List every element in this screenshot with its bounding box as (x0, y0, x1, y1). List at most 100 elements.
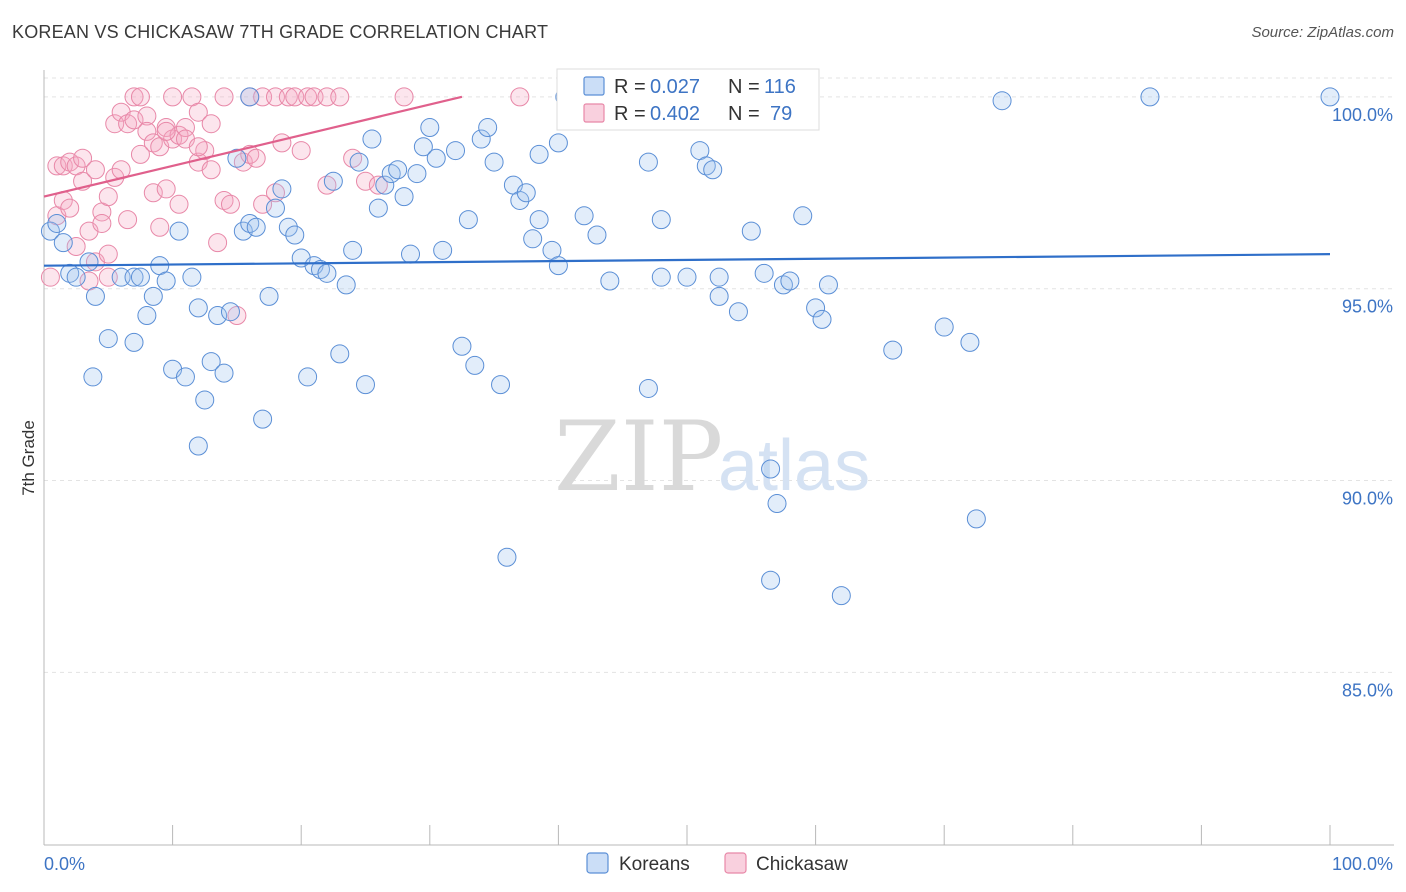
chickasaw-point (201, 160, 221, 180)
korean-point (394, 187, 414, 207)
korean-point (812, 309, 832, 329)
chickasaw-point (394, 87, 414, 107)
chickasaw-point (137, 121, 157, 141)
bottom-legend-swatch-koreans (586, 852, 609, 874)
korean-point (375, 175, 395, 195)
chickasaw-point (98, 244, 118, 264)
legend-r-label-chickasaw: R = (614, 103, 646, 125)
korean-point (497, 547, 517, 567)
korean-point (709, 286, 729, 306)
chickasaw-point (188, 102, 208, 122)
chickasaw-point (130, 144, 150, 164)
y-tick-label: 100.0% (1332, 105, 1393, 125)
legend-r-value-koreans: 0.027 (650, 76, 700, 98)
korean-point (188, 436, 208, 456)
korean-point (420, 118, 440, 138)
chickasaw-point (208, 233, 228, 253)
watermark-zip: ZIP (554, 401, 723, 513)
korean-point (587, 225, 607, 245)
chickasaw-point (156, 179, 176, 199)
bottom-legend-label-koreans: Koreans (619, 854, 690, 875)
legend-r-value-chickasaw: 0.402 (650, 103, 700, 125)
korean-point (98, 329, 118, 349)
korean-point (793, 206, 813, 226)
chickasaw-point (272, 133, 292, 153)
korean-point (317, 263, 337, 283)
korean-point (201, 352, 221, 372)
korean-point (516, 183, 536, 203)
korean-point (278, 217, 298, 237)
y-tick-label: 95.0% (1342, 297, 1393, 317)
series-chickasaw (40, 87, 530, 326)
korean-point (175, 367, 195, 387)
chickasaw-point (137, 106, 157, 126)
korean-point (741, 221, 761, 241)
korean-point (85, 286, 105, 306)
chickasaw-point (124, 110, 144, 130)
korean-point (677, 267, 697, 287)
korean-point (600, 271, 620, 291)
y-tick-labels: 100.0% 95.0% 90.0% 85.0% (1332, 105, 1393, 700)
korean-point (323, 171, 343, 191)
korean-point (169, 221, 189, 241)
bottom-legend: Koreans Chickasaw (586, 852, 848, 875)
korean-point (143, 286, 163, 306)
korean-point (446, 141, 466, 161)
korean-point (548, 133, 568, 153)
chickasaw-point (124, 87, 144, 107)
x-ticks (43, 825, 1331, 845)
korean-point (66, 267, 86, 287)
korean-point (651, 267, 671, 287)
trend-line-koreans (43, 253, 1331, 267)
korean-point (246, 217, 266, 237)
korean-point (548, 256, 568, 276)
korean-point (40, 221, 60, 241)
source-label: Source: ZipAtlas.com (1251, 24, 1394, 41)
korean-point (471, 129, 491, 149)
korean-point (368, 198, 388, 218)
korean-point (465, 355, 485, 375)
legend-swatch-koreans (583, 76, 605, 96)
chickasaw-point (98, 187, 118, 207)
korean-point (458, 210, 478, 230)
korean-point (780, 271, 800, 291)
korean-point (484, 152, 504, 172)
chickasaw-point (130, 87, 150, 107)
chickasaw-point (169, 194, 189, 214)
korean-point (992, 91, 1012, 111)
korean-point (960, 332, 980, 352)
korean-point (240, 87, 260, 107)
korean-point (407, 164, 427, 184)
chickasaw-point (73, 148, 93, 168)
bottom-legend-label-chickasaw: Chickasaw (756, 854, 848, 875)
korean-point (523, 229, 543, 249)
korean-point (362, 129, 382, 149)
korean-point (529, 210, 549, 230)
korean-point (253, 409, 273, 429)
chickasaw-point (163, 87, 183, 107)
korean-point (220, 302, 240, 322)
korean-point (79, 252, 99, 272)
korean-point (336, 275, 356, 295)
korean-point (818, 275, 838, 295)
chickasaw-point (201, 114, 221, 134)
bottom-legend-swatch-chickasaw (724, 852, 747, 874)
korean-point (966, 509, 986, 529)
korean-point (728, 302, 748, 322)
chickasaw-point (510, 87, 530, 107)
korean-point (1140, 87, 1160, 107)
chickasaw-point (156, 121, 176, 141)
korean-point (53, 233, 73, 253)
watermark-atlas: atlas (718, 426, 870, 506)
korean-point (754, 263, 774, 283)
korean-point (767, 494, 787, 514)
korean-point (831, 586, 851, 606)
korean-point (883, 340, 903, 360)
chickasaw-point (60, 198, 80, 218)
korean-point (349, 152, 369, 172)
korean-point (806, 298, 826, 318)
y-axis-title: 7th Grade (19, 420, 38, 496)
chickasaw-point (47, 156, 67, 176)
legend-box: R = 0.027 N = 116 R = 0.402 N = 79 (556, 68, 820, 131)
korean-point (130, 267, 150, 287)
